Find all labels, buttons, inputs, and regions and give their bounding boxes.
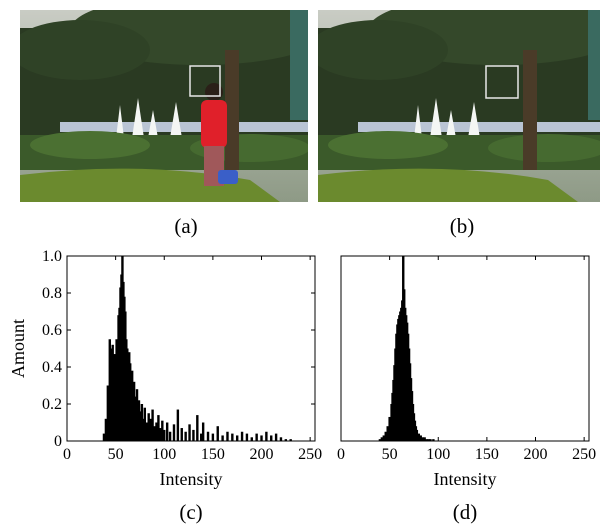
histogram-bar xyxy=(216,426,219,441)
histogram-bar xyxy=(102,433,106,441)
histogram-bar xyxy=(388,416,391,441)
histogram-bar xyxy=(250,437,253,441)
plot-frame xyxy=(340,255,590,442)
histogram-bar xyxy=(240,431,244,441)
histogram-bar xyxy=(427,439,430,441)
histogram-bar xyxy=(380,437,384,441)
chart-caption: (d) xyxy=(453,500,478,524)
histogram-bar xyxy=(226,431,229,441)
histogram-bar xyxy=(378,439,382,441)
y-axis-label: Amount xyxy=(8,319,28,378)
x-tick-label: 100 xyxy=(426,446,450,463)
histogram-bar xyxy=(200,433,203,441)
histogram-bar xyxy=(161,420,164,441)
histogram-bar xyxy=(104,418,108,441)
histogram-bar xyxy=(151,409,154,441)
roi-box xyxy=(189,65,221,97)
histogram-bar xyxy=(176,409,180,441)
histogram-bar xyxy=(245,433,249,441)
y-tick-label: 0.2 xyxy=(42,396,62,413)
histogram-bar xyxy=(279,437,283,441)
histogram-bar xyxy=(284,439,288,441)
histogram-bar xyxy=(145,422,148,441)
scene-image-b xyxy=(318,10,600,202)
histogram-bar xyxy=(429,439,432,441)
histogram-bar xyxy=(106,385,110,441)
histogram-bar xyxy=(423,437,426,441)
histogram-bar xyxy=(221,435,224,441)
photo-fountain-with-pedestrian xyxy=(20,10,308,202)
y-tick-label: 0.4 xyxy=(42,359,62,376)
histogram-d: 0 50 100 150 200 250 Intensity (d) xyxy=(337,255,596,524)
histogram-bar xyxy=(184,431,187,441)
x-tick-label: 100 xyxy=(152,446,176,463)
histogram-bar xyxy=(270,435,273,441)
x-tick-label: 0 xyxy=(337,446,345,463)
histogram-bar xyxy=(157,415,160,441)
x-tick-label: 250 xyxy=(572,446,596,463)
histogram-bar xyxy=(421,437,424,441)
x-axis-label: Intensity xyxy=(434,469,497,489)
x-tick-label: 50 xyxy=(108,446,124,463)
plot-frame xyxy=(66,255,316,442)
histogram-bar xyxy=(180,428,183,441)
histogram-bar xyxy=(163,429,166,441)
histogram-bar xyxy=(432,439,435,441)
photo-fountain-background xyxy=(318,10,600,202)
histogram-bar xyxy=(147,413,150,441)
histogram-bar xyxy=(206,431,210,441)
histogram-c: 0 50 100 150 200 250 0 0.2 0.4 0.6 0.8 1.0 Intensity… xyxy=(8,248,322,524)
y-tick-label: 0.8 xyxy=(42,285,62,302)
histogram-bar xyxy=(274,433,278,441)
histogram-bar xyxy=(188,424,191,441)
x-tick-label: 50 xyxy=(382,446,398,463)
caption-a: (a) xyxy=(174,214,198,238)
histogram-bar xyxy=(231,433,234,441)
histogram-bar xyxy=(165,422,169,441)
histogram-bar xyxy=(265,431,268,441)
histogram-bar xyxy=(141,418,145,441)
caption-b: (b) xyxy=(449,214,475,238)
histogram-bar xyxy=(143,407,147,441)
histogram-bar xyxy=(255,433,258,441)
histogram-charts: 0 50 100 150 200 250 0 0.2 0.4 0.6 0.8 1.0 Intensity… xyxy=(8,248,596,524)
x-tick-label: 0 xyxy=(63,446,71,463)
x-tick-label: 150 xyxy=(475,446,499,463)
histogram-bar xyxy=(384,431,387,441)
histogram-bar xyxy=(382,435,385,441)
x-tick-label: 250 xyxy=(298,446,322,463)
x-tick-label: 200 xyxy=(250,446,274,463)
y-tick-label: 1.0 xyxy=(42,248,62,265)
histogram-bar xyxy=(425,439,428,441)
histogram-bar xyxy=(155,422,158,441)
roi-box xyxy=(485,65,519,99)
y-tick-label: 0.6 xyxy=(42,322,62,339)
histogram-bar xyxy=(386,426,389,441)
histogram-bar xyxy=(201,422,205,441)
histogram-bar xyxy=(192,429,195,441)
histogram-bar xyxy=(235,435,239,441)
histogram-bar xyxy=(153,426,156,441)
chart-caption: (c) xyxy=(179,500,202,524)
x-axis-label: Intensity xyxy=(160,469,223,489)
x-tick-label: 200 xyxy=(524,446,548,463)
histogram-bar xyxy=(172,424,176,441)
histogram-bar xyxy=(415,429,419,441)
scene-image-a xyxy=(20,10,308,202)
histogram-bar xyxy=(419,435,422,441)
y-tick-label: 0 xyxy=(54,433,62,450)
histogram-bar xyxy=(149,418,152,441)
histogram-bar xyxy=(159,428,162,441)
x-tick-label: 150 xyxy=(201,446,225,463)
histogram-bar xyxy=(289,439,292,441)
histogram-bar xyxy=(168,431,172,441)
histogram-bar xyxy=(417,433,421,441)
histogram-bar xyxy=(196,415,199,441)
